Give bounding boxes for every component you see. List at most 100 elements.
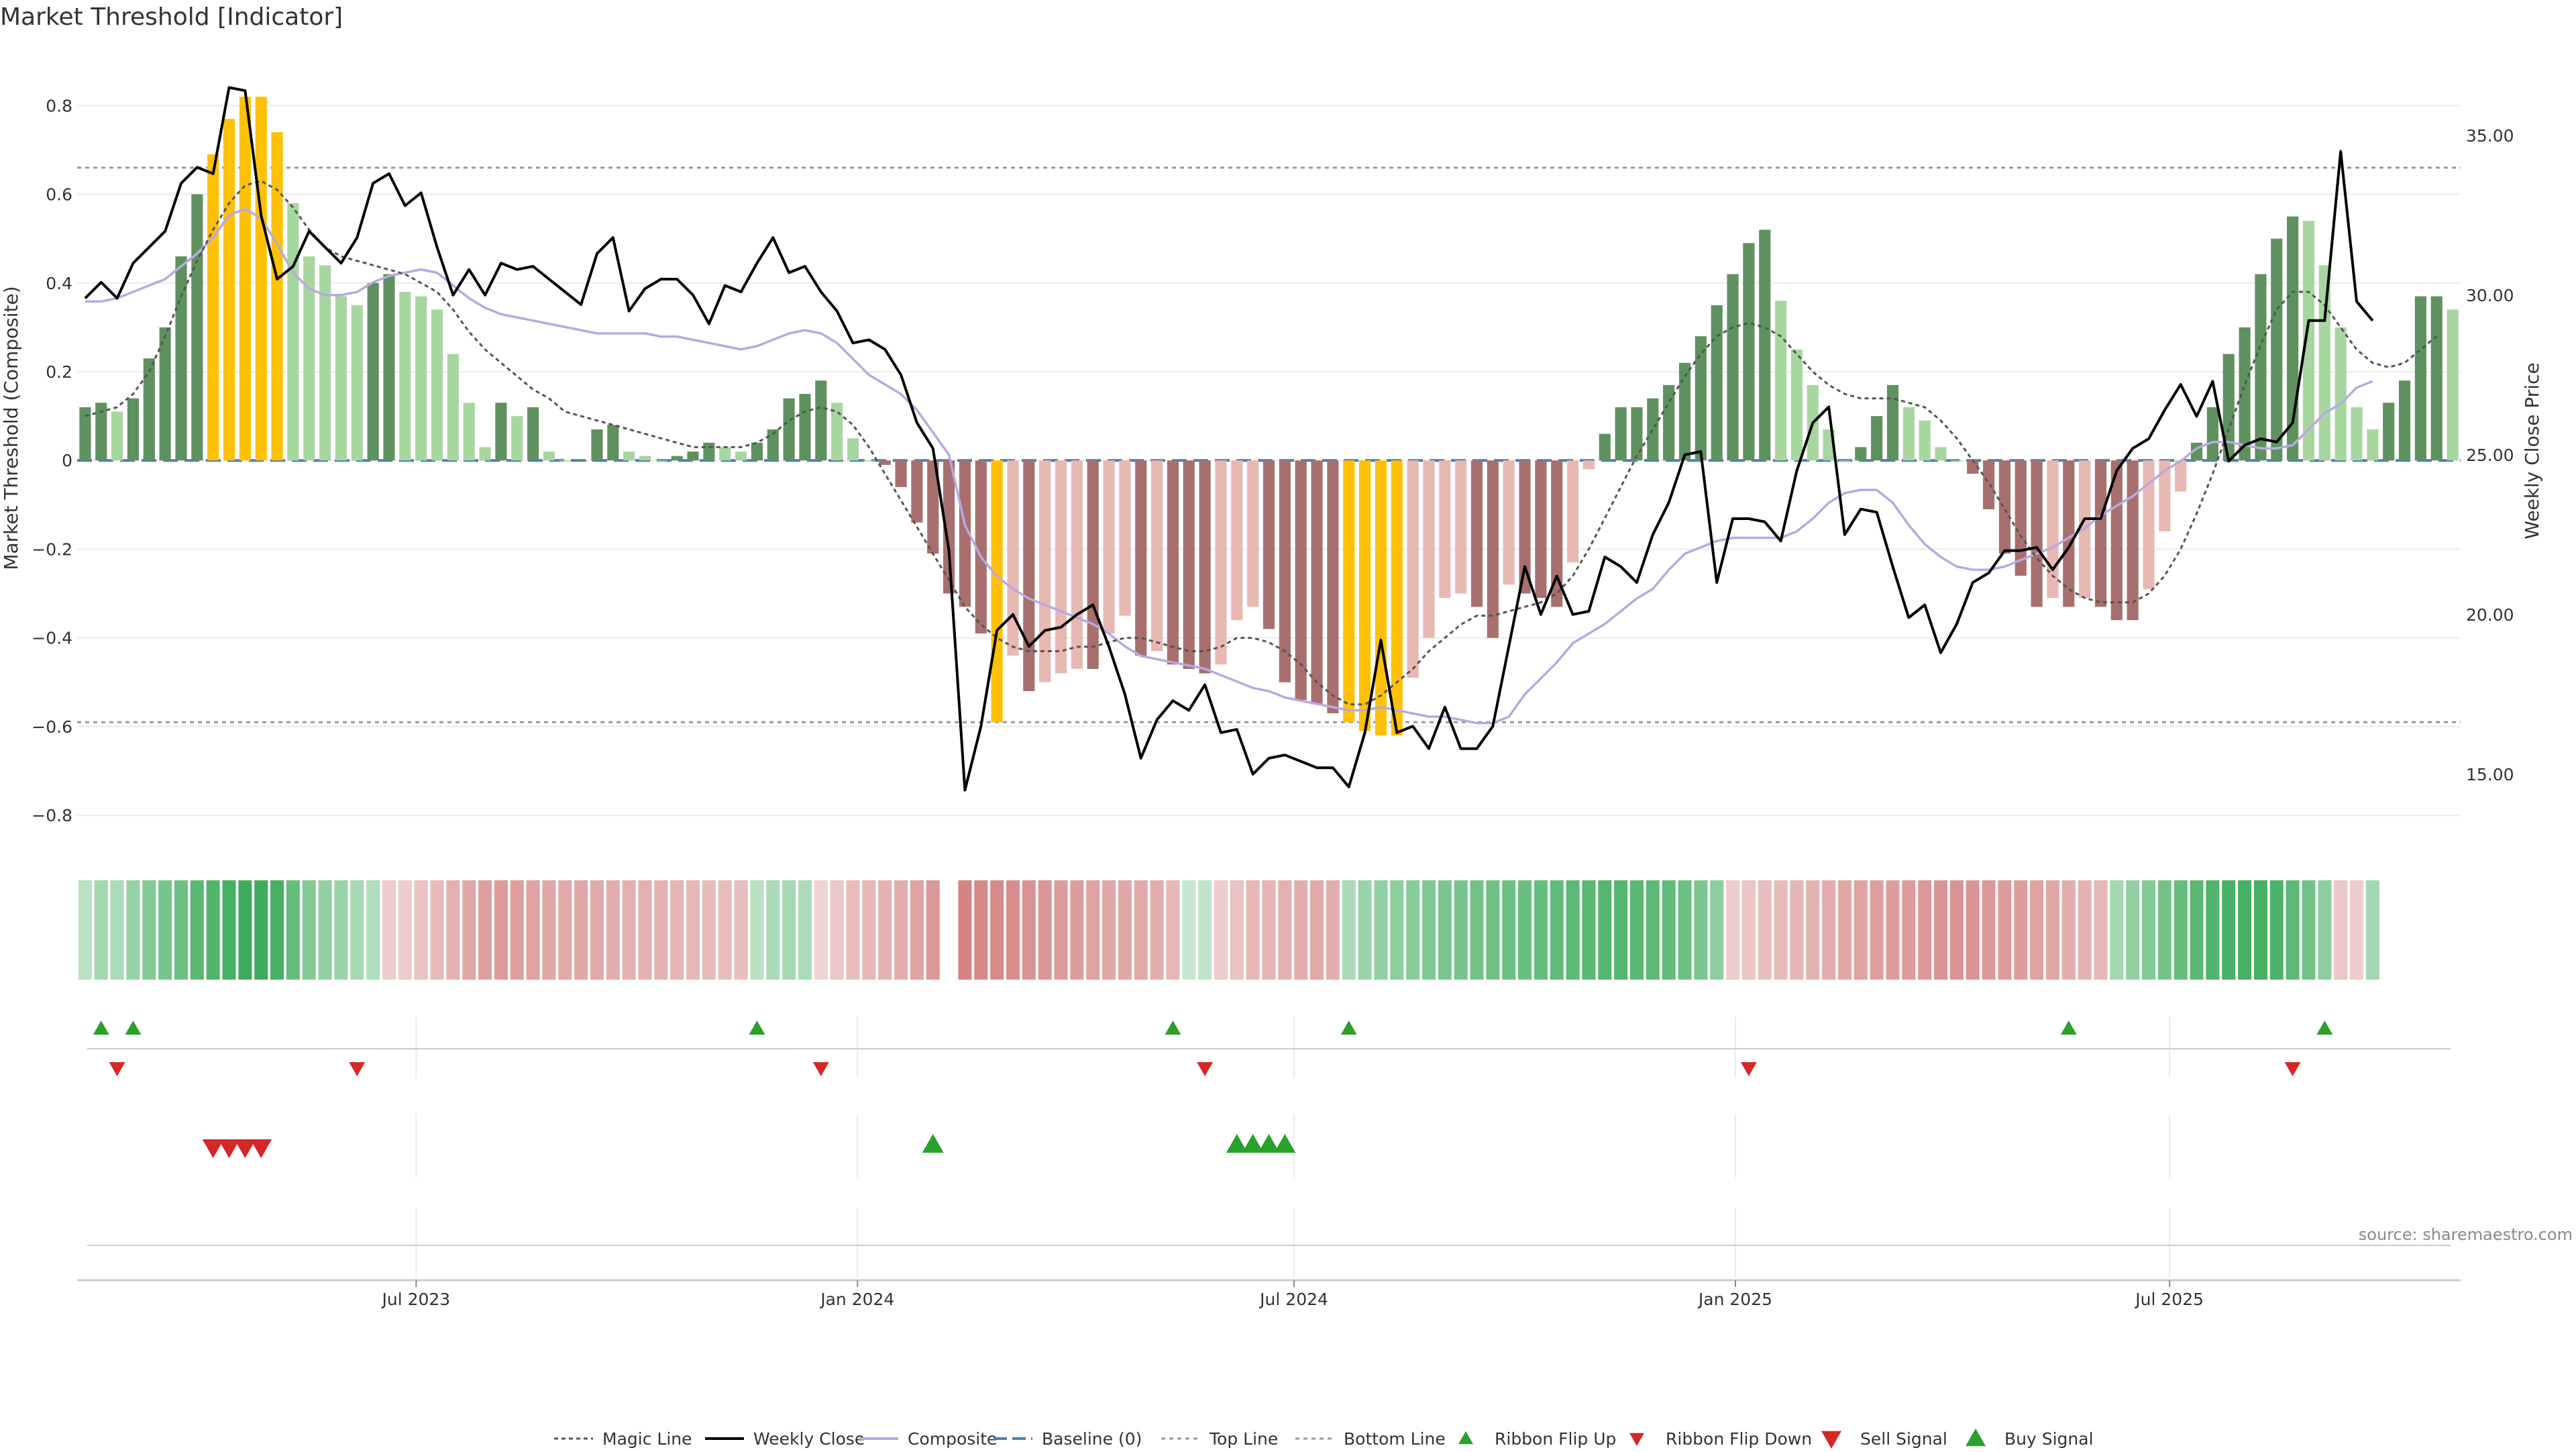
composite-bar [1007,460,1019,656]
composite-bar [479,447,491,461]
composite-bar [1855,447,1867,461]
x-tick-label: Jan 2025 [1697,1290,1772,1309]
chart-title: Market Threshold [Indicator] [0,3,343,31]
ribbon-cell [1598,880,1612,980]
composite-bar [1886,384,1899,461]
buy-signal-marker [1274,1134,1296,1153]
composite-bar [1951,460,1963,462]
ribbon-cell [686,880,700,980]
composite-bar [287,203,299,461]
composite-bar [1998,460,2010,554]
composite-bar [959,460,971,607]
buy-signal-marker [1258,1134,1280,1153]
ribbon-cell [1486,880,1500,980]
ribbon-cell [2253,880,2267,980]
ribbon-cell [2190,880,2204,980]
composite-bar [2175,460,2187,492]
ribbon-cell [974,880,988,980]
ribbon-cell [1134,880,1148,980]
ribbon-flip-up-marker [2060,1021,2077,1035]
composite-bar [271,132,283,461]
ribbon-flip-down-marker [109,1062,125,1076]
ribbon-cell [1198,880,1212,980]
ribbon-cell [1166,880,1180,980]
ribbon-cell [2302,880,2316,980]
y2-tick-label: 35.00 [2466,126,2514,146]
composite-bar [2206,407,2218,461]
legend-item: Composite [859,1429,997,1449]
sell-signal-marker [218,1139,240,1158]
composite-bar [1711,305,1723,461]
ribbon-cell [430,880,444,980]
source-note: source: sharemaestro.com [2359,1225,2573,1244]
composite-bar [1311,460,1323,705]
composite-bar [303,256,315,461]
composite-bar [255,97,267,461]
y-tick-label: −0.4 [32,629,72,648]
ribbon-cell [1918,880,1932,980]
ribbon-cell [2094,880,2108,980]
legend-swatch [1629,1433,1644,1446]
composite-bar [655,460,667,462]
ribbon-cell [1390,880,1404,980]
ribbon-cell [2222,880,2236,980]
composite-bar [1967,460,1979,474]
ribbon-cell [1246,880,1260,980]
ribbon-cell [1054,880,1068,980]
composite-bar [831,403,843,461]
ribbon-flip-up-marker [1165,1021,1181,1035]
legend-item: Magic Line [554,1429,692,1449]
composite-bar [175,256,187,461]
ribbon-cell [878,880,892,980]
composite-bar [1150,460,1163,652]
composite-bar [2127,460,2139,621]
composite-bar [2447,309,2459,461]
ribbon-cell [2269,880,2284,980]
composite-bar [943,460,955,594]
x-tick-label: Jul 2023 [380,1290,450,1309]
ribbon-cell [2045,880,2059,980]
ribbon-cell [1998,880,2012,980]
ribbon-cell [1726,880,1740,980]
x-tick-label: Jul 2024 [1258,1290,1328,1309]
composite-bar [1759,229,1771,461]
signal-markers [87,1021,2451,1246]
ribbon-cell [1230,880,1244,980]
buy-signal-marker [922,1134,944,1153]
composite-bar [1519,460,1531,594]
ribbon-cell [1758,880,1772,980]
ribbon-cell [734,880,748,980]
ribbon-flip-down-marker [812,1062,829,1076]
composite-bar [239,97,251,461]
composite-bar [1982,460,1995,509]
composite-bar [863,460,875,462]
ribbon-cell [926,880,940,980]
composite-bar [1839,460,1851,462]
composite-bar [1535,460,1547,599]
ribbon-cell [2030,880,2044,980]
composite-bar [1375,460,1387,736]
ribbon-cell [1902,880,1916,980]
composite-bar [1455,460,1467,594]
composite-bar [463,403,475,461]
ribbon-cell [462,880,476,980]
ribbon-cell [782,880,796,980]
composite-bar [95,403,107,461]
ribbon-cell [1582,880,1596,980]
ribbon-cell [1982,880,1996,980]
composite-bar [447,354,459,461]
ribbon-cell [814,880,828,980]
sell-signal-marker [202,1139,224,1158]
composite-bar [1055,460,1067,674]
composite-bar [639,456,651,461]
ribbon-cell [1806,880,1820,980]
ribbon-cell [238,880,252,980]
y-axis-label: Market Threshold (Composite) [0,286,22,570]
ribbon-cell [1070,880,1084,980]
composite-bar [2031,460,2043,607]
composite-bar [1247,460,1259,607]
legend-item: Bottom Line [1295,1429,1446,1449]
ribbon-cell [318,880,332,980]
ribbon-cell [1614,880,1628,980]
